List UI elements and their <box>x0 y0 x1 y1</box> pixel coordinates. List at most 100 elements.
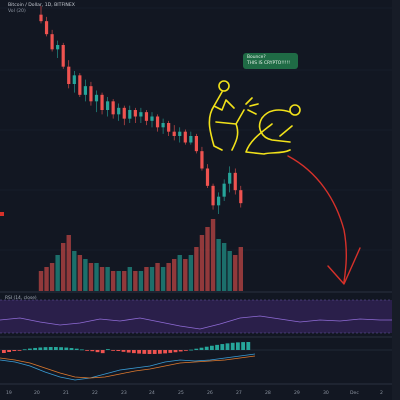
volume-bar <box>160 267 166 291</box>
macd-hist-bar <box>43 347 48 350</box>
grid-lines <box>0 7 392 251</box>
candle-body <box>78 75 82 95</box>
candle-body <box>67 66 71 84</box>
candle-body <box>56 45 60 50</box>
candle-body <box>200 151 204 169</box>
macd-hist-bar <box>158 350 162 354</box>
candle-body <box>94 94 99 102</box>
volume-bar <box>172 259 177 291</box>
candle-body <box>89 86 93 102</box>
macd-hist-bar <box>204 346 209 350</box>
volume-bar <box>77 255 83 291</box>
macd-hist-bar <box>33 347 37 350</box>
macd-hist-bar <box>173 350 178 353</box>
volume-bar <box>216 239 221 291</box>
candle-body <box>167 123 171 132</box>
macd-hist-bar <box>241 342 245 350</box>
rsi-legend[interactable]: RSI (14, close) <box>5 296 37 301</box>
macd-hist-bar <box>95 350 100 353</box>
macd-hist-bar <box>69 348 74 350</box>
bubble-line-2: THIS IS CRYPTO!!!!! <box>247 61 291 66</box>
volume-bar <box>210 219 216 291</box>
candles <box>39 6 243 214</box>
candle-body <box>144 112 149 121</box>
candle-body <box>83 86 87 95</box>
macd-hist-bar <box>12 350 17 352</box>
candle-body <box>61 45 65 67</box>
macd-hist-bar <box>189 349 193 351</box>
time-axis[interactable]: 19 20 21 22 23 24 25 26 27 28 29 30 Dec 2 <box>0 386 400 400</box>
time-axis-label: 26 <box>207 391 213 396</box>
candle-body <box>72 75 76 84</box>
volume-bar <box>133 271 138 291</box>
volume-bar <box>138 271 144 291</box>
macd-hist-bar <box>17 350 22 351</box>
candle-body <box>155 116 160 128</box>
candle-body <box>44 21 49 35</box>
candle-body <box>117 107 121 115</box>
volume-bar <box>49 263 55 291</box>
macd-signal-line <box>0 355 256 379</box>
candle-body <box>100 94 104 110</box>
symbol-title[interactable]: Bitcoin / Dollar, 1D, BITFINEX <box>8 3 75 8</box>
time-axis-label: 25 <box>178 391 184 396</box>
candle-body <box>106 101 110 110</box>
candle-body <box>139 112 143 117</box>
candle-body <box>150 116 154 121</box>
macd-hist-bar <box>163 350 167 354</box>
volume-bars <box>38 219 243 291</box>
volume-bar <box>177 255 182 291</box>
volume-bar <box>166 263 171 291</box>
macd-hist-bar <box>54 347 58 350</box>
macd-histogram <box>2 342 251 354</box>
macd-hist-bar <box>215 344 219 350</box>
candle-body <box>194 136 198 152</box>
candle-body <box>172 131 176 136</box>
macd-hist-bar <box>132 350 136 354</box>
macd-line <box>0 353 256 381</box>
price-axis[interactable] <box>392 0 400 400</box>
macd-hist-bar <box>74 348 79 350</box>
time-axis-label: 27 <box>236 391 242 396</box>
kicked-figure-drawing <box>245 104 301 155</box>
candle-body <box>239 190 243 204</box>
macd-hist-bar <box>90 350 95 352</box>
volume-bar <box>144 267 149 291</box>
volume-bar <box>127 267 132 291</box>
down-arrow-drawing <box>287 155 361 285</box>
volume-bar <box>66 235 71 291</box>
candle-body <box>205 168 210 186</box>
volume-bar <box>38 271 44 291</box>
time-axis-label: 20 <box>34 391 40 396</box>
candle-body <box>122 107 126 119</box>
volume-legend[interactable]: Vol (20) <box>8 9 26 14</box>
candle-body <box>228 172 232 184</box>
chart-header: Bitcoin / Dollar, 1D, BITFINEX Vol (20) <box>8 3 75 15</box>
macd-hist-bar <box>246 342 251 350</box>
macd-hist-bar <box>178 350 183 352</box>
volume-bar <box>110 271 116 291</box>
time-axis-label: 28 <box>265 391 271 396</box>
macd-hist-bar <box>38 347 43 350</box>
macd-hist-bar <box>137 350 141 354</box>
macd-hist-bar <box>147 350 152 354</box>
volume-bar <box>221 243 227 291</box>
candle-body <box>161 123 165 128</box>
volume-bar <box>227 251 232 291</box>
volume-bar <box>205 227 210 291</box>
volume-bar <box>116 271 121 291</box>
time-axis-label: Dec <box>350 391 359 396</box>
volume-bar <box>88 263 94 291</box>
time-axis-label: 30 <box>323 391 329 396</box>
volume-bar <box>61 243 66 291</box>
volume-bar <box>99 267 105 291</box>
macd-hist-bar <box>152 350 157 354</box>
macd-hist-bar <box>85 350 89 351</box>
volume-bar <box>188 255 194 291</box>
time-axis-label: 2 <box>380 391 383 396</box>
candle-body <box>233 172 237 191</box>
volume-bar <box>194 247 199 291</box>
macd-hist-bar <box>59 347 63 350</box>
volume-bar <box>183 259 188 291</box>
